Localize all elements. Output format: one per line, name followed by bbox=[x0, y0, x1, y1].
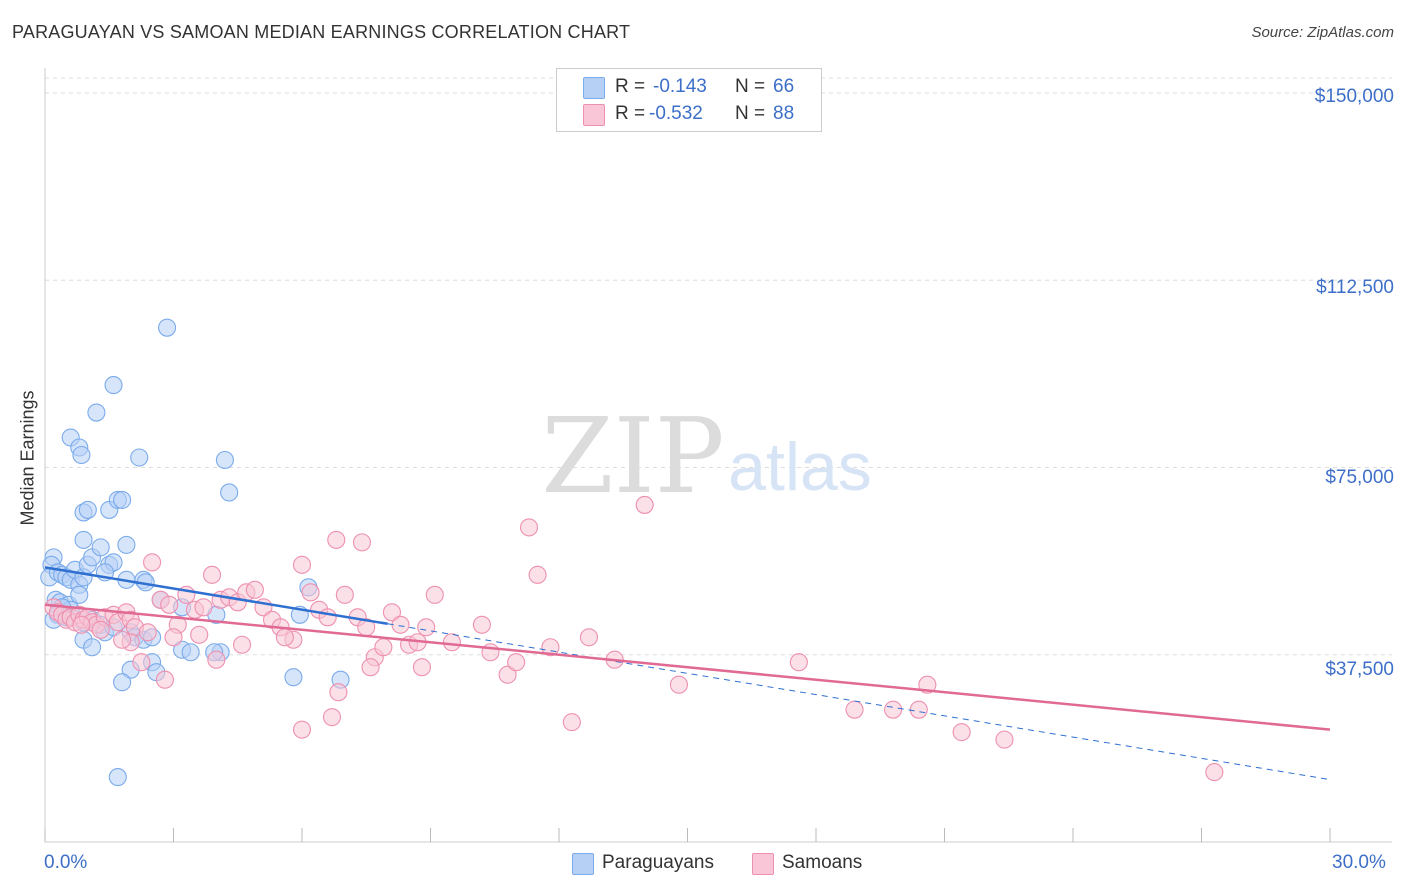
samoan-point bbox=[232, 635, 252, 654]
samoan-point bbox=[1205, 763, 1224, 782]
samoan-point bbox=[635, 495, 654, 514]
samoan-point bbox=[160, 595, 179, 614]
samoan-point bbox=[995, 730, 1014, 749]
legend-r-label: R = bbox=[615, 76, 646, 97]
samoan-point bbox=[322, 708, 342, 727]
samoan-point bbox=[327, 530, 346, 549]
y-tick-label: $112,500 bbox=[1316, 277, 1394, 298]
paraguayan-trend-line bbox=[44, 566, 388, 626]
samoan-point bbox=[498, 665, 517, 684]
samoan-point bbox=[909, 700, 928, 719]
paraguayan-point bbox=[284, 668, 303, 687]
samoan-point bbox=[318, 608, 337, 627]
x-tick-label-max: 30.0% bbox=[1332, 852, 1386, 873]
y-tick-label: $150,000 bbox=[1314, 86, 1394, 107]
legend-series-name: Paraguayans bbox=[602, 852, 714, 873]
paraguayan-point bbox=[215, 450, 234, 470]
samoan-point bbox=[292, 555, 312, 574]
samoan-point bbox=[194, 598, 213, 617]
samoan-point bbox=[72, 615, 91, 634]
samoan-point bbox=[374, 638, 393, 657]
samoan-point bbox=[275, 628, 294, 647]
samoan-point bbox=[361, 658, 380, 677]
legend-swatch-pink bbox=[583, 104, 605, 126]
paraguayan-point bbox=[91, 538, 110, 557]
samoan-point bbox=[472, 615, 491, 634]
legend-r-value: -0.143 bbox=[653, 76, 707, 97]
samoan-point bbox=[292, 720, 312, 739]
correlation-legend: R = -0.143 N = 66 R = -0.532 N = 88 bbox=[556, 68, 822, 132]
samoan-point bbox=[335, 585, 354, 604]
paraguayan-point bbox=[158, 318, 177, 337]
chart-source: Source: ZipAtlas.com bbox=[1251, 24, 1394, 41]
samoan-point bbox=[391, 615, 410, 634]
samoan-point bbox=[143, 553, 162, 572]
watermark-atlas: atlas bbox=[728, 429, 872, 505]
samoan-point bbox=[789, 653, 808, 672]
legend-n-value: 88 bbox=[773, 103, 795, 124]
samoan-point bbox=[425, 585, 444, 604]
legend-swatch-pink bbox=[752, 853, 774, 875]
legend-n-value: 66 bbox=[773, 76, 795, 97]
samoan-point bbox=[669, 675, 688, 694]
samoan-point bbox=[132, 653, 151, 672]
paraguayan-point bbox=[72, 445, 91, 465]
samoan-point bbox=[519, 518, 539, 537]
legend-r-label: R = bbox=[615, 103, 646, 124]
samoan-point bbox=[952, 723, 971, 742]
samoan-point bbox=[528, 565, 547, 584]
paraguayan-point bbox=[70, 585, 89, 604]
paraguayan-point bbox=[83, 638, 102, 657]
samoan-point bbox=[352, 533, 372, 552]
samoan-point bbox=[845, 700, 864, 719]
samoan-point bbox=[442, 633, 461, 652]
samoan-point bbox=[164, 628, 183, 647]
legend-n-label: N = bbox=[735, 76, 766, 97]
samoan-point bbox=[138, 623, 157, 642]
legend-n-label: N = bbox=[735, 103, 766, 124]
paraguayan-point bbox=[108, 768, 127, 787]
paraguayan-trend-extension bbox=[387, 623, 1331, 781]
samoan-point bbox=[507, 653, 526, 672]
paraguayan-point bbox=[220, 483, 239, 502]
watermark-zip: ZIP bbox=[541, 395, 724, 517]
paraguayan-point bbox=[104, 376, 123, 395]
paraguayan-point bbox=[78, 500, 97, 519]
y-tick-label: $37,500 bbox=[1325, 659, 1394, 680]
samoan-point bbox=[245, 580, 264, 599]
samoan-point bbox=[203, 565, 222, 584]
samoan-point bbox=[417, 618, 436, 637]
paraguayan-point bbox=[87, 403, 106, 422]
samoan-point bbox=[329, 683, 348, 702]
chart-title: PARAGUAYAN VS SAMOAN MEDIAN EARNINGS COR… bbox=[12, 22, 631, 42]
samoan-point bbox=[382, 603, 402, 622]
paraguayan-point bbox=[113, 673, 132, 692]
samoan-point bbox=[562, 713, 581, 732]
paraguayan-point bbox=[181, 643, 200, 662]
legend-swatch-blue bbox=[572, 853, 594, 875]
x-tick-label-min: 0.0% bbox=[44, 852, 88, 873]
y-tick-label: $75,000 bbox=[1325, 467, 1394, 488]
legend-r-value: -0.532 bbox=[649, 103, 703, 124]
paraguayan-point bbox=[74, 530, 93, 549]
samoan-point bbox=[579, 628, 599, 647]
paraguayan-point bbox=[130, 448, 149, 467]
samoan-point bbox=[155, 670, 174, 689]
samoan-point bbox=[91, 620, 110, 639]
samoan-point bbox=[884, 700, 903, 719]
samoan-point bbox=[190, 625, 209, 644]
legend-swatch-blue bbox=[583, 77, 605, 99]
samoan-point bbox=[207, 650, 226, 669]
paraguayan-point bbox=[113, 490, 132, 509]
samoan-point bbox=[412, 658, 431, 677]
legend-series-name: Samoans bbox=[782, 852, 863, 873]
samoan-point bbox=[113, 630, 132, 649]
samoan-point bbox=[301, 583, 320, 602]
samoan-trend-line bbox=[44, 603, 1331, 731]
paraguayan-point bbox=[117, 535, 136, 554]
